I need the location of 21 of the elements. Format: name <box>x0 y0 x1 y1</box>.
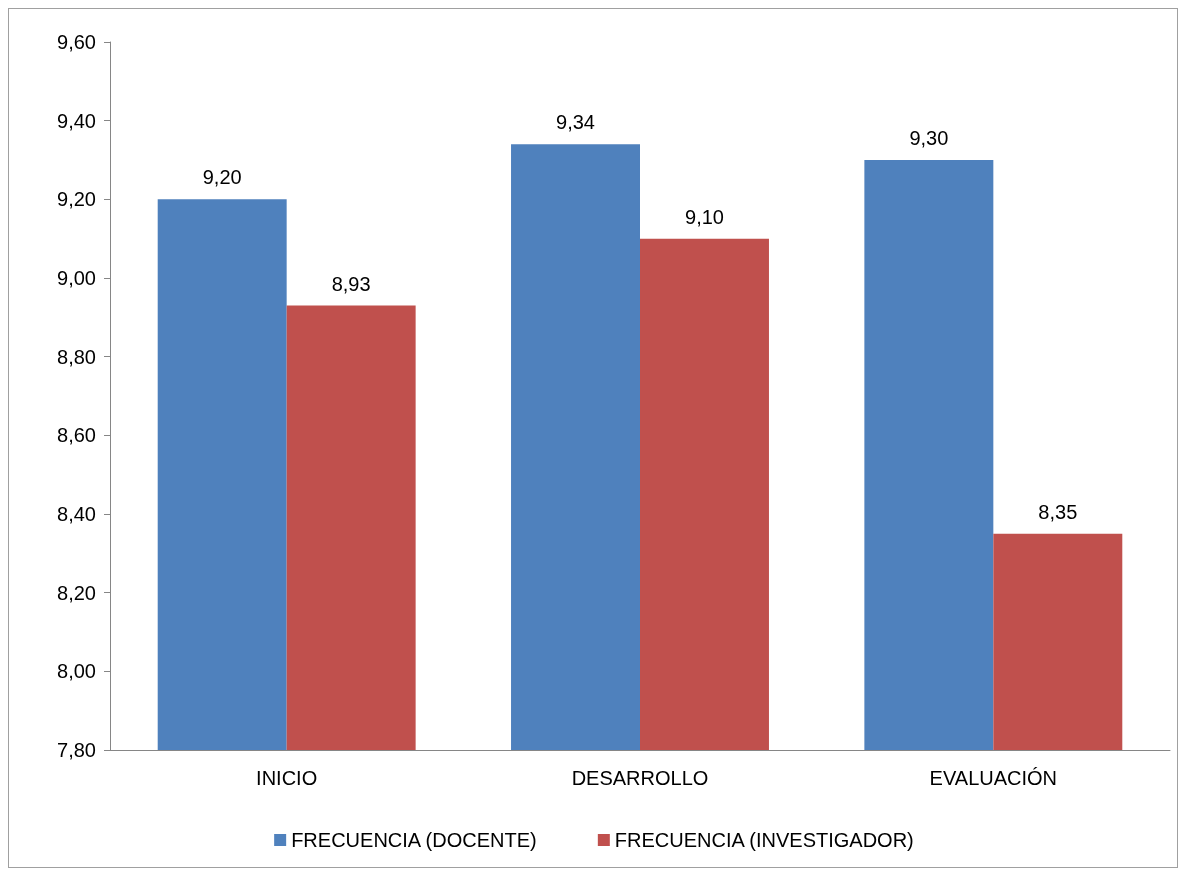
x-tick-label: INICIO <box>256 767 318 789</box>
data-label: 8,35 <box>1038 500 1078 523</box>
x-tick-label: DESARROLLO <box>571 767 709 789</box>
y-tick-label: 9,00 <box>57 267 96 289</box>
data-label: 8,93 <box>331 272 371 295</box>
x-tick-label: EVALUACIÓN <box>929 767 1058 789</box>
data-label: 9,30 <box>909 127 949 149</box>
y-tick-label: 9,40 <box>57 109 96 132</box>
y-tick-label: 8,20 <box>57 581 96 604</box>
y-tick-label: 9,20 <box>57 188 96 211</box>
y-tick-label: 7,80 <box>57 739 96 761</box>
legend-label: FRECUENCIA (INVESTIGADOR) <box>614 829 914 851</box>
y-tick-label: 8,00 <box>57 660 96 683</box>
y-tick-label: 8,60 <box>57 424 96 447</box>
data-label: 9,10 <box>685 205 724 228</box>
y-tick-label: 9,60 <box>57 31 96 53</box>
data-label: 9,34 <box>556 111 595 134</box>
data-label: 9,20 <box>202 166 242 189</box>
legend-label: FRECUENCIA (DOCENTE) <box>291 829 537 851</box>
y-tick-label: 8,40 <box>57 503 96 525</box>
y-tick-label: 8,80 <box>57 345 96 368</box>
